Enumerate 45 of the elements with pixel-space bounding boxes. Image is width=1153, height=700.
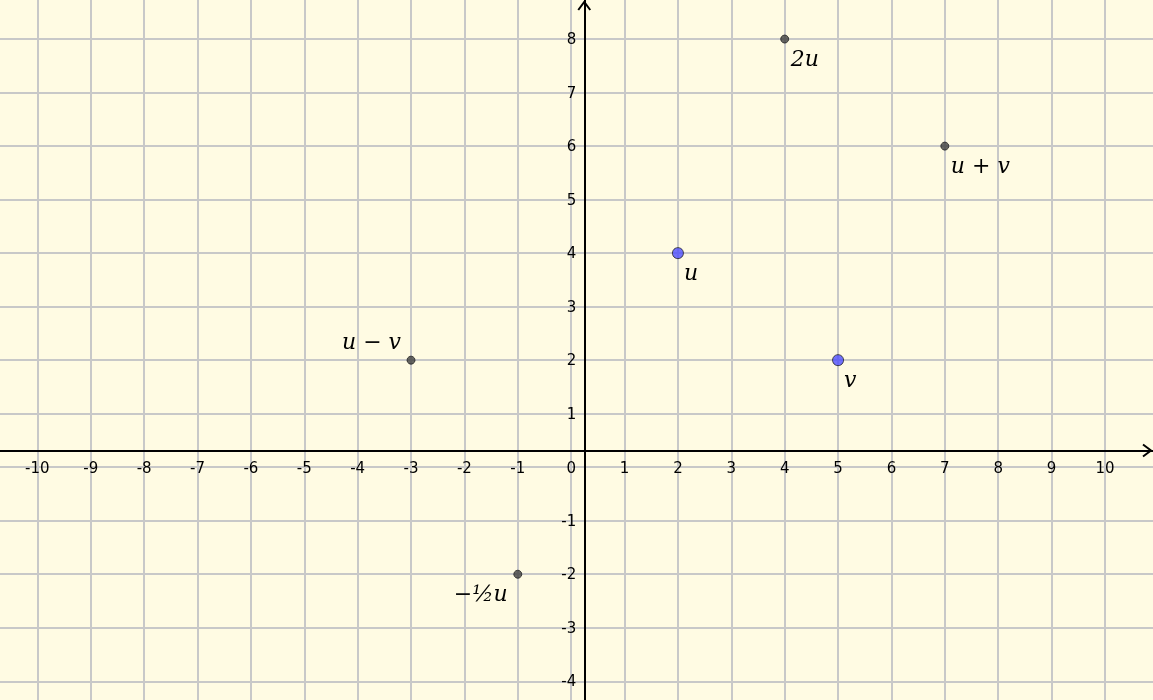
point (940, 141, 950, 151)
x-tick-label: 3 (726, 459, 737, 478)
annotation: u − v (341, 328, 402, 354)
y-tick-label: 4 (566, 244, 577, 263)
annotation: −½u (453, 580, 508, 606)
x-tick-label: 6 (886, 459, 897, 478)
y-tick-label: 6 (566, 137, 577, 156)
point (406, 355, 416, 365)
x-tick-label: 4 (779, 459, 790, 478)
annotation: u + v (950, 152, 1011, 178)
x-tick-label: 9 (1046, 459, 1057, 478)
y-tick-label: -4 (561, 672, 577, 691)
x-tick-label: -6 (243, 459, 259, 478)
x-tick-label: 5 (833, 459, 843, 478)
x-tick-label: 8 (993, 459, 1003, 478)
x-tick-label: -10 (25, 459, 50, 478)
y-tick-label: 8 (566, 30, 577, 49)
x-tick-label: -5 (296, 459, 312, 478)
y-tick-label: 2 (566, 351, 577, 370)
point (780, 34, 790, 44)
x-tick-label: 10 (1095, 459, 1115, 478)
y-tick-label: 5 (566, 190, 577, 209)
x-tick-label: -1 (510, 459, 526, 478)
y-tick-label: 1 (566, 404, 577, 423)
x-tick-label: -3 (403, 459, 419, 478)
annotation: 2u (789, 45, 819, 71)
x-tick-label: -8 (136, 459, 152, 478)
y-tick-label: 3 (566, 297, 577, 316)
point (513, 569, 523, 579)
y-tick-label: -2 (561, 565, 577, 584)
x-tick-label: 0 (566, 459, 576, 478)
y-tick-label: -3 (561, 618, 577, 637)
point (671, 247, 684, 260)
x-tick-label: 1 (619, 459, 630, 478)
point (832, 354, 845, 367)
y-tick-label: -1 (561, 511, 577, 530)
x-tick-label: 7 (940, 459, 950, 478)
x-tick-label: -4 (350, 459, 366, 478)
x-tick-label: -2 (456, 459, 472, 478)
x-tick-label: -9 (83, 459, 99, 478)
y-tick-label: 7 (566, 83, 577, 102)
x-tick-label: -7 (190, 459, 205, 478)
x-tick-label: 2 (673, 459, 683, 478)
annotation: v (844, 366, 858, 392)
annotation: u (683, 259, 699, 285)
